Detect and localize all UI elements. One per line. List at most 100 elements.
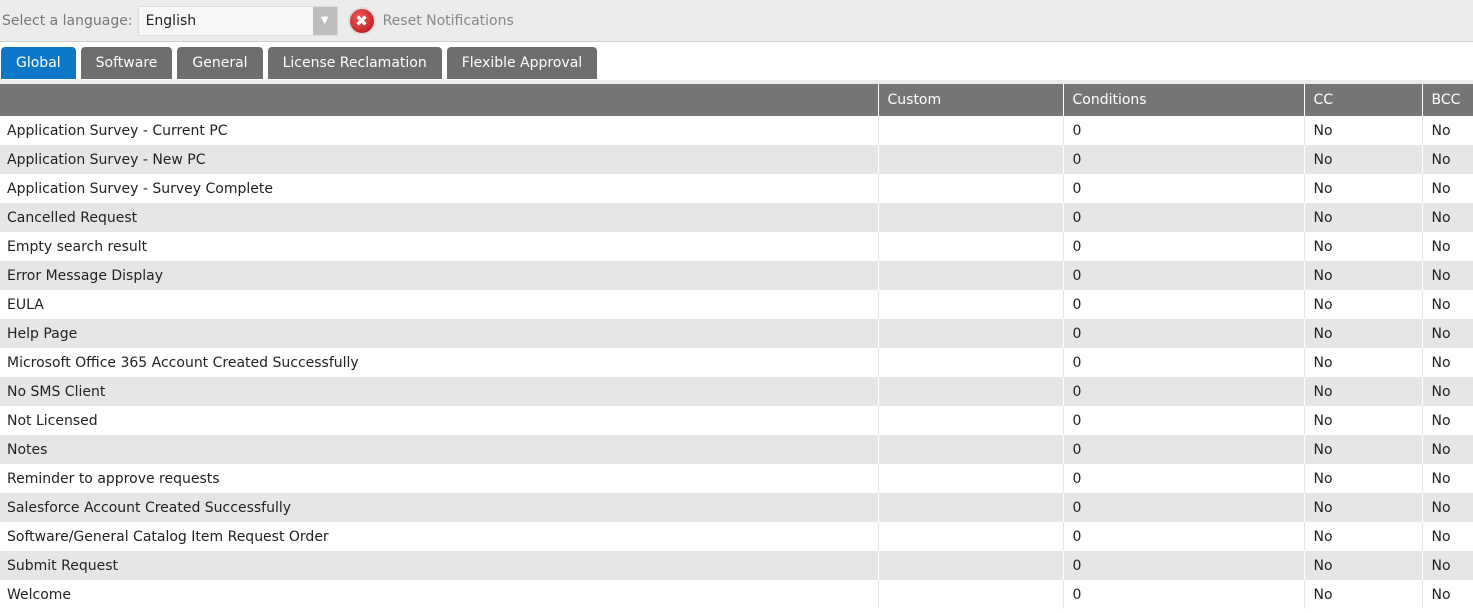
cell-cc: No <box>1303 551 1422 580</box>
language-value: English <box>145 12 197 29</box>
cell-conditions: 0 <box>1062 232 1304 261</box>
cell-conditions: 0 <box>1062 319 1304 348</box>
cell-bcc: No <box>1421 377 1473 406</box>
cell-name: Salesforce Account Created Successfully <box>0 493 878 522</box>
table-row[interactable]: No SMS Client 0 No No <box>0 377 1473 406</box>
cell-bcc: No <box>1421 435 1473 464</box>
reset-notifications-label: Reset Notifications <box>382 12 514 29</box>
cell-cc: No <box>1303 580 1422 609</box>
cell-bcc: No <box>1421 203 1473 232</box>
notifications-table: Custom Conditions CC BCC Application Sur… <box>0 84 1473 609</box>
cell-cc: No <box>1303 377 1422 406</box>
cell-conditions: 0 <box>1062 174 1304 203</box>
language-label: Select a language: <box>2 12 133 29</box>
header-name[interactable] <box>0 84 878 116</box>
cell-custom <box>877 261 1063 290</box>
cell-custom <box>877 377 1063 406</box>
cell-cc: No <box>1303 319 1422 348</box>
table-row[interactable]: Empty search result 0 No No <box>0 232 1473 261</box>
header-conditions[interactable]: Conditions <box>1062 84 1304 116</box>
cell-conditions: 0 <box>1062 464 1304 493</box>
cell-custom <box>877 464 1063 493</box>
cell-custom <box>877 551 1063 580</box>
cell-conditions: 0 <box>1062 493 1304 522</box>
cell-custom <box>877 174 1063 203</box>
cell-name: Software/General Catalog Item Request Or… <box>0 522 878 551</box>
cell-cc: No <box>1303 290 1422 319</box>
cell-bcc: No <box>1421 319 1473 348</box>
cell-custom <box>877 522 1063 551</box>
tab-software[interactable]: Software <box>80 47 173 79</box>
table-row[interactable]: Not Licensed 0 No No <box>0 406 1473 435</box>
cell-conditions: 0 <box>1062 290 1304 319</box>
cell-cc: No <box>1303 174 1422 203</box>
cell-conditions: 0 <box>1062 261 1304 290</box>
cell-conditions: 0 <box>1062 435 1304 464</box>
table-row[interactable]: Application Survey - New PC 0 No No <box>0 145 1473 174</box>
table-row[interactable]: Software/General Catalog Item Request Or… <box>0 522 1473 551</box>
table-row[interactable]: Error Message Display 0 No No <box>0 261 1473 290</box>
table-row[interactable]: Notes 0 No No <box>0 435 1473 464</box>
cell-custom <box>877 435 1063 464</box>
toolbar: Select a language: English ▼ ✖ Reset Not… <box>0 0 1473 42</box>
cell-name: Empty search result <box>0 232 878 261</box>
cell-cc: No <box>1303 145 1422 174</box>
cell-custom <box>877 493 1063 522</box>
cell-custom <box>877 145 1063 174</box>
cell-name: EULA <box>0 290 878 319</box>
cell-custom <box>877 290 1063 319</box>
cell-cc: No <box>1303 493 1422 522</box>
cell-name: Submit Request <box>0 551 878 580</box>
cell-bcc: No <box>1421 261 1473 290</box>
cell-custom <box>877 116 1063 145</box>
cell-name: Notes <box>0 435 878 464</box>
header-custom[interactable]: Custom <box>877 84 1063 116</box>
table-row[interactable]: Salesforce Account Created Successfully 0… <box>0 493 1473 522</box>
cell-name: Application Survey - New PC <box>0 145 878 174</box>
table-row[interactable]: Microsoft Office 365 Account Created Suc… <box>0 348 1473 377</box>
table-row[interactable]: Reminder to approve requests 0 No No <box>0 464 1473 493</box>
table-row[interactable]: Welcome 0 No No <box>0 580 1473 609</box>
cell-bcc: No <box>1421 522 1473 551</box>
cell-custom <box>877 319 1063 348</box>
cell-name: Microsoft Office 365 Account Created Suc… <box>0 348 878 377</box>
cell-cc: No <box>1303 435 1422 464</box>
cell-conditions: 0 <box>1062 116 1304 145</box>
cell-custom <box>877 348 1063 377</box>
table-row[interactable]: Application Survey - Current PC 0 No No <box>0 116 1473 145</box>
tab-license-reclamation[interactable]: License Reclamation <box>267 47 442 79</box>
cell-name: Application Survey - Current PC <box>0 116 878 145</box>
cell-cc: No <box>1303 203 1422 232</box>
cell-cc: No <box>1303 464 1422 493</box>
table-row[interactable]: Help Page 0 No No <box>0 319 1473 348</box>
reset-notifications-button[interactable]: ✖ Reset Notifications <box>347 6 514 35</box>
cell-custom <box>877 232 1063 261</box>
table-row[interactable]: EULA 0 No No <box>0 290 1473 319</box>
cell-bcc: No <box>1421 406 1473 435</box>
tab-general[interactable]: General <box>177 47 263 79</box>
tab-global[interactable]: Global <box>1 47 76 79</box>
table-row[interactable]: Cancelled Request 0 No No <box>0 203 1473 232</box>
language-select[interactable]: English ▼ <box>137 5 338 36</box>
chevron-down-icon[interactable]: ▼ <box>312 6 337 35</box>
cell-conditions: 0 <box>1062 145 1304 174</box>
cell-bcc: No <box>1421 290 1473 319</box>
cell-cc: No <box>1303 406 1422 435</box>
header-bcc[interactable]: BCC <box>1421 84 1473 116</box>
table-row[interactable]: Application Survey - Survey Complete 0 No N… <box>0 174 1473 203</box>
cell-cc: No <box>1303 232 1422 261</box>
cell-bcc: No <box>1421 464 1473 493</box>
cell-conditions: 0 <box>1062 348 1304 377</box>
cell-name: Error Message Display <box>0 261 878 290</box>
table-row[interactable]: Submit Request 0 No No <box>0 551 1473 580</box>
close-circle-icon: ✖ <box>347 6 376 35</box>
cell-conditions: 0 <box>1062 551 1304 580</box>
cell-bcc: No <box>1421 551 1473 580</box>
cell-conditions: 0 <box>1062 580 1304 609</box>
cell-bcc: No <box>1421 580 1473 609</box>
cell-conditions: 0 <box>1062 203 1304 232</box>
tab-flexible-approval[interactable]: Flexible Approval <box>446 47 598 79</box>
cell-custom <box>877 203 1063 232</box>
cell-custom <box>877 580 1063 609</box>
header-cc[interactable]: CC <box>1303 84 1422 116</box>
